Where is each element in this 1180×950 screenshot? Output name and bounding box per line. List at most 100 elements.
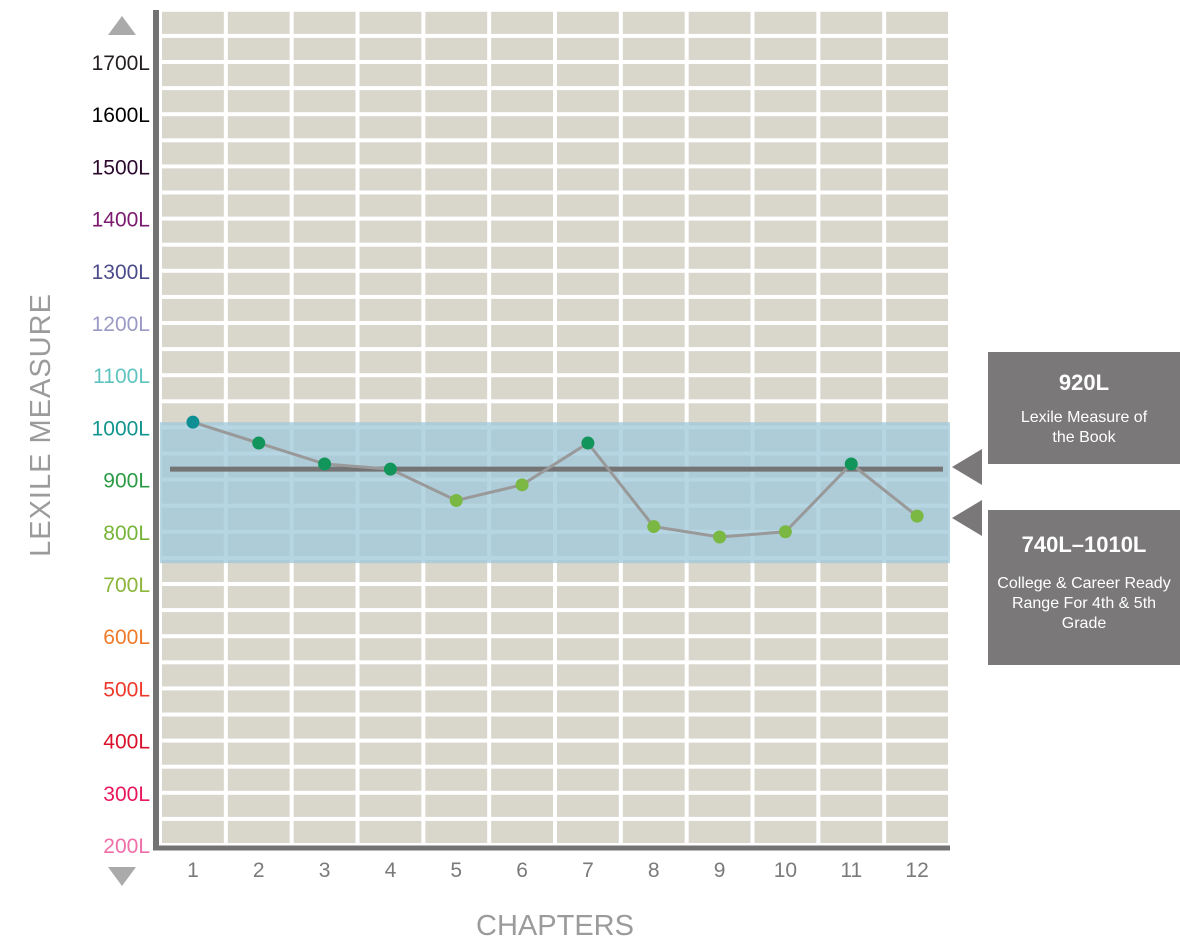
grid-cell: [754, 11, 817, 34]
grid-cell: [491, 612, 553, 635]
grid-cell: [820, 794, 883, 817]
grid-cell: [162, 638, 224, 661]
book-measure-callout: 920L Lexile Measure of the Book: [988, 352, 1180, 464]
grid-cell: [886, 403, 948, 426]
grid-cell: [886, 64, 948, 87]
grid-cell: [162, 351, 224, 374]
grid-cell: [162, 37, 224, 60]
grid-cell: [886, 142, 948, 165]
grid-cell: [622, 37, 685, 60]
grid-cell: [227, 272, 290, 295]
grid-cell: [359, 325, 422, 348]
grid-cell: [557, 403, 619, 426]
grid-cell: [162, 194, 224, 217]
grid-cell: [886, 351, 948, 374]
y-tick-label: 1700L: [92, 52, 150, 75]
grid-cell: [622, 794, 685, 817]
grid-cell: [293, 612, 356, 635]
grid-cell: [557, 716, 619, 739]
grid-cell: [622, 246, 685, 269]
grid-cell: [557, 586, 619, 609]
grid-cell: [557, 116, 619, 139]
grid-cell: [886, 11, 948, 34]
scroll-up-arrow-icon[interactable]: [108, 16, 136, 35]
grid-cell: [293, 220, 356, 243]
grid-cell: [425, 116, 488, 139]
grid-cell: [557, 377, 619, 400]
grid-cell: [820, 351, 883, 374]
grid-cell: [557, 142, 619, 165]
ready-range-arrow-icon: [952, 500, 982, 536]
grid-cell: [359, 194, 422, 217]
grid-cell: [820, 612, 883, 635]
grid-cell: [820, 220, 883, 243]
y-tick-label: 500L: [103, 678, 150, 701]
grid-cell: [227, 716, 290, 739]
scroll-down-arrow-icon[interactable]: [108, 867, 136, 886]
grid-cell: [491, 142, 553, 165]
ready-range-band-rect: [160, 422, 950, 564]
grid-cell: [162, 559, 224, 582]
grid-cell: [162, 168, 224, 191]
grid-cell: [688, 298, 751, 321]
grid-cell: [622, 272, 685, 295]
grid-cell: [622, 168, 685, 191]
grid-cell: [491, 586, 553, 609]
x-tick-label: 8: [648, 859, 660, 882]
grid-cell: [491, 638, 553, 661]
grid-cell: [227, 90, 290, 113]
data-point-chapter-8: [647, 520, 661, 534]
grid-cell: [754, 64, 817, 87]
grid-cell: [557, 664, 619, 687]
grid-cell: [688, 559, 751, 582]
grid-cell: [227, 142, 290, 165]
grid-cell: [227, 742, 290, 765]
grid-cell: [425, 351, 488, 374]
grid-cell: [557, 351, 619, 374]
x-tick-label: 12: [905, 859, 928, 882]
grid-cell: [886, 194, 948, 217]
grid-cell: [425, 298, 488, 321]
grid-cell: [162, 377, 224, 400]
grid-cell: [491, 559, 553, 582]
grid-cell: [754, 586, 817, 609]
grid-cell: [293, 142, 356, 165]
grid-cell: [227, 325, 290, 348]
grid-cell: [491, 351, 553, 374]
grid-cell: [622, 325, 685, 348]
grid-cell: [162, 246, 224, 269]
grid-cell: [425, 586, 488, 609]
x-tick-label: 1: [187, 859, 199, 882]
series-line: [192, 420, 919, 539]
grid-cell: [359, 638, 422, 661]
data-point-chapter-4: [383, 462, 397, 476]
grid-cell: [162, 768, 224, 791]
grid-cell: [820, 64, 883, 87]
grid-cell: [622, 768, 685, 791]
grid-cell: [688, 690, 751, 713]
grid-cell: [557, 612, 619, 635]
ready-range-callout: 740L–1010L College & Career Ready Range …: [988, 510, 1180, 665]
grid-cell: [688, 820, 751, 843]
grid-cell: [293, 742, 356, 765]
grid-cell: [754, 638, 817, 661]
grid-cell: [688, 220, 751, 243]
grid-cell: [293, 90, 356, 113]
grid-cell: [622, 220, 685, 243]
grid-cell: [557, 794, 619, 817]
grid-cell: [886, 690, 948, 713]
grid-cell: [162, 716, 224, 739]
grid-cell: [820, 638, 883, 661]
grid-cell: [293, 298, 356, 321]
data-point-chapter-12: [910, 509, 924, 523]
grid-cell: [227, 246, 290, 269]
grid-cell: [820, 768, 883, 791]
grid-cell: [820, 194, 883, 217]
grid-cell: [359, 351, 422, 374]
grid-cell: [491, 742, 553, 765]
grid-cell: [557, 194, 619, 217]
grid-cell: [491, 168, 553, 191]
grid-cell: [754, 403, 817, 426]
grid-cell: [359, 586, 422, 609]
grid-cell: [491, 768, 553, 791]
